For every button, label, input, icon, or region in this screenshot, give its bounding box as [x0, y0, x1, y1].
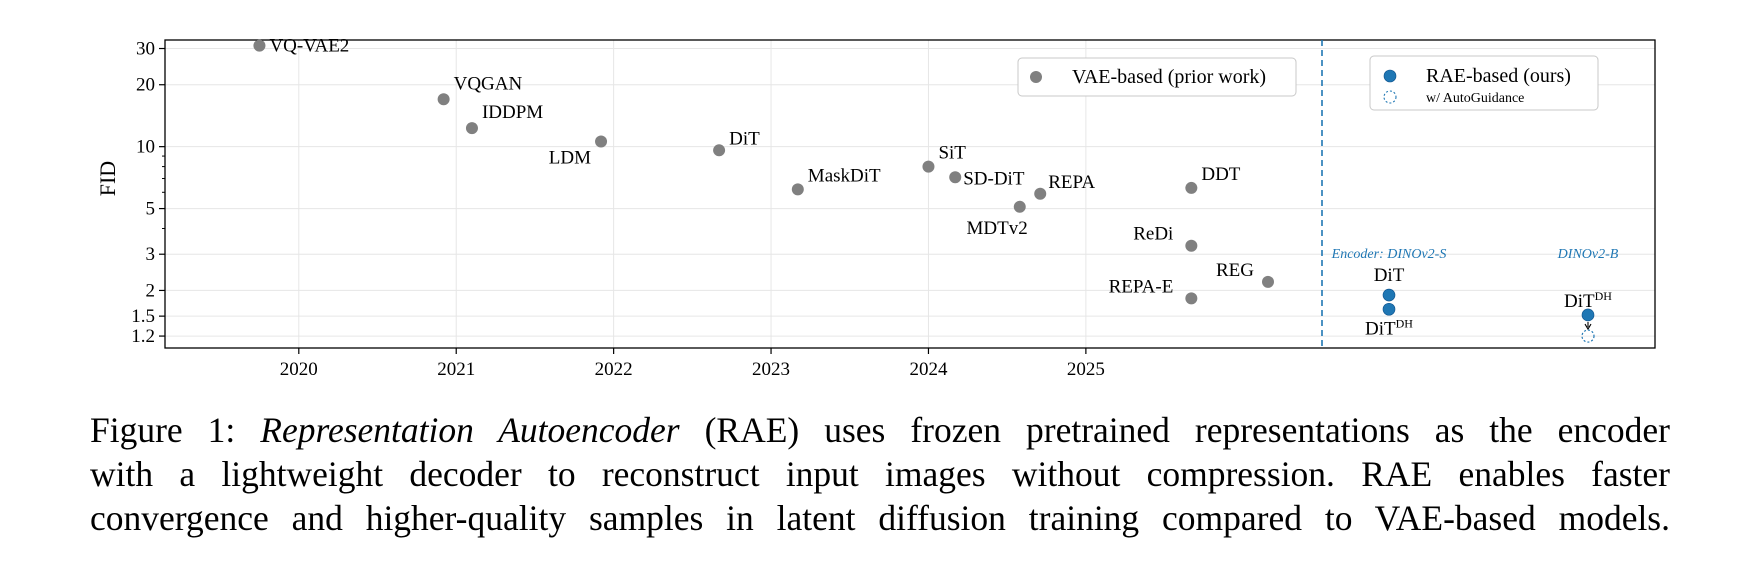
caption-line-1-rest: (RAE) uses frozen pretrained representat… [679, 410, 1670, 450]
y-axis-label: FID [95, 161, 120, 196]
vae-point [437, 93, 450, 106]
y-tick-label: 20 [136, 75, 155, 96]
caption-line-2: with a lightweight decoder to reconstruc… [90, 454, 1670, 494]
rae-point-label: DiTDH [1564, 289, 1612, 312]
vae-point-label: DiT [729, 128, 760, 149]
y-tick-label: 1.5 [131, 306, 155, 327]
plot-frame [164, 39, 1656, 349]
vae-point [791, 183, 804, 196]
legends: VAE-based (prior work) RAE-based (ours) w/… [1017, 55, 1599, 111]
rae-point [1581, 308, 1595, 322]
legend-marker-rae [1383, 69, 1397, 83]
legend-marker-autoguidance [1383, 90, 1397, 104]
data-points: VQ-VAE2 VQGAN IDDPM LDM DiT MaskDiT SiT SD-DiT M… [253, 36, 1619, 343]
vae-point [1185, 181, 1198, 194]
y-tick-label: 2 [146, 280, 156, 301]
vae-point [595, 135, 608, 148]
vae-point-label: LDM [549, 147, 591, 168]
legend-box-vae [1017, 57, 1297, 97]
y-tick-label: 10 [136, 137, 155, 158]
vae-point [253, 39, 266, 52]
vae-point-label: DDT [1201, 164, 1240, 185]
legend-label-rae: RAE-based (ours) [1426, 65, 1571, 87]
vae-point-label: REPA [1048, 172, 1095, 193]
vae-point [1034, 187, 1047, 200]
legend-label-vae: VAE-based (prior work) [1072, 66, 1266, 88]
grid [165, 40, 1655, 348]
legend-marker-vae [1030, 71, 1042, 83]
vae-point [465, 122, 478, 135]
vae-point-label: MaskDiT [808, 165, 881, 186]
vae-point [922, 160, 935, 173]
rae-point [1382, 288, 1396, 302]
vae-point [1185, 292, 1198, 305]
y-tick-label: 30 [136, 39, 155, 60]
vae-point [1262, 275, 1274, 288]
vae-point-label: VQGAN [454, 73, 523, 94]
vae-point-label: REG [1216, 260, 1254, 281]
y-tick-label: 5 [146, 199, 156, 220]
vae-point-label: SiT [938, 143, 966, 164]
vae-point [713, 144, 726, 157]
x-tick-label: 2021 [437, 359, 475, 380]
x-tick-label: 2024 [909, 359, 948, 380]
x-tick-label: 2025 [1067, 359, 1105, 380]
x-tick-label: 2022 [595, 359, 633, 380]
axes: 30 20 10 5 3 2 1.51.2 2020 2021 2022 2023 2024 2025 F… [95, 39, 1656, 380]
rae-point-label: DiT [1374, 265, 1405, 286]
autoguidance-point [1581, 329, 1595, 343]
rae-point [1382, 302, 1396, 316]
legend-label-autoguidance: w/ AutoGuidance [1426, 91, 1524, 106]
fid-chart: 30 20 10 5 3 2 1.51.2 2020 2021 2022 2023 2024 2025 F… [95, 36, 1656, 380]
caption-title: Representation Autoencoder [260, 410, 680, 450]
autoguidance-arrowhead [1584, 323, 1592, 331]
vae-point [1013, 200, 1026, 213]
x-tick-label: 2023 [752, 359, 790, 380]
vae-point-label: MDTv2 [967, 218, 1028, 239]
vae-point-label: SD-DiT [963, 168, 1025, 189]
y-tick-label: 1.2 [131, 326, 155, 347]
caption-line-1: Figure 1: Representation Autoencoder (RA… [90, 408, 1670, 452]
y-tick-label: 3 [146, 244, 156, 265]
vae-point [1185, 239, 1198, 252]
panel-annotation-encoder-b: DINOv2-B [1557, 247, 1619, 262]
caption-line-3: convergence and higher-quality samples i… [90, 498, 1670, 538]
figure-caption: Figure 1: Representation Autoencoder (RA… [90, 408, 1670, 540]
vae-point-label: VQ-VAE2 [269, 36, 349, 57]
vae-point [949, 171, 962, 184]
panel-annotation-encoder: Encoder: DINOv2-S [1331, 247, 1447, 262]
legend-box-rae [1369, 55, 1599, 111]
x-tick-label: 2020 [280, 359, 318, 380]
rae-point-label: DiTDH [1365, 316, 1413, 339]
vae-point-label: ReDi [1133, 224, 1173, 245]
vae-point-label: REPA-E [1109, 276, 1174, 297]
caption-prefix: Figure 1: [90, 410, 261, 450]
vae-point-label: IDDPM [482, 102, 543, 123]
